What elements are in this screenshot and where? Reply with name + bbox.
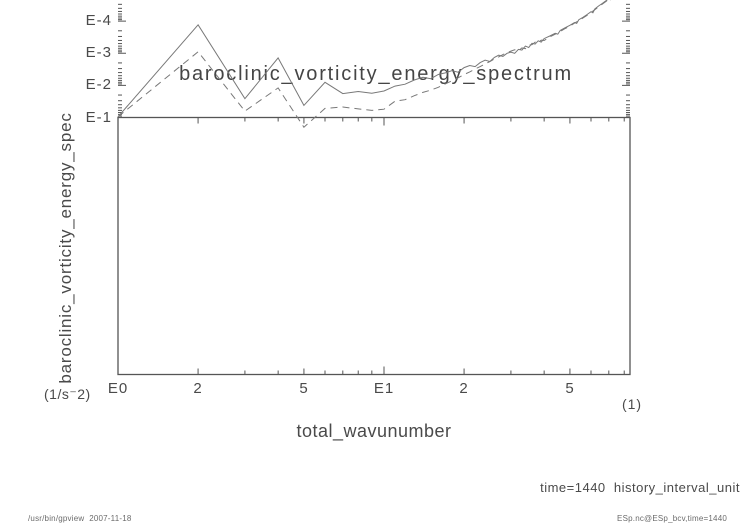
footer-command-path: /usr/bin/gpview 2007-11-18 xyxy=(28,514,132,523)
footer-data-source: ESp.nc@ESp_bcv,time=1440 xyxy=(617,514,727,523)
x-tick-label: 2 xyxy=(193,380,203,397)
page-title: baroclinic_vorticity_energy_spectrum xyxy=(179,63,573,85)
plot-frame xyxy=(117,116,631,376)
x-tick-label: 2 xyxy=(459,380,469,397)
x-tick-label: E1 xyxy=(373,380,395,397)
spectrum-curve-dashed xyxy=(117,0,609,128)
x-tick-label: 5 xyxy=(299,380,309,397)
y-tick-label: E-2 xyxy=(85,76,112,93)
x-tick-label: 5 xyxy=(565,380,575,397)
y-axis-unit-label: (1/s⁻2) xyxy=(44,386,91,402)
y-tick-label: E-4 xyxy=(85,12,112,29)
time-annotation: time=1440 history_interval_unit xyxy=(540,480,740,495)
y-tick-label: E-3 xyxy=(85,44,112,61)
y-tick-label: E-1 xyxy=(85,109,112,126)
x-axis-unit-label: (1) xyxy=(621,396,643,412)
spectrum-curve-solid xyxy=(117,0,611,118)
x-axis-title: total_wavunumber xyxy=(296,421,452,441)
x-tick-label: E0 xyxy=(107,380,129,397)
